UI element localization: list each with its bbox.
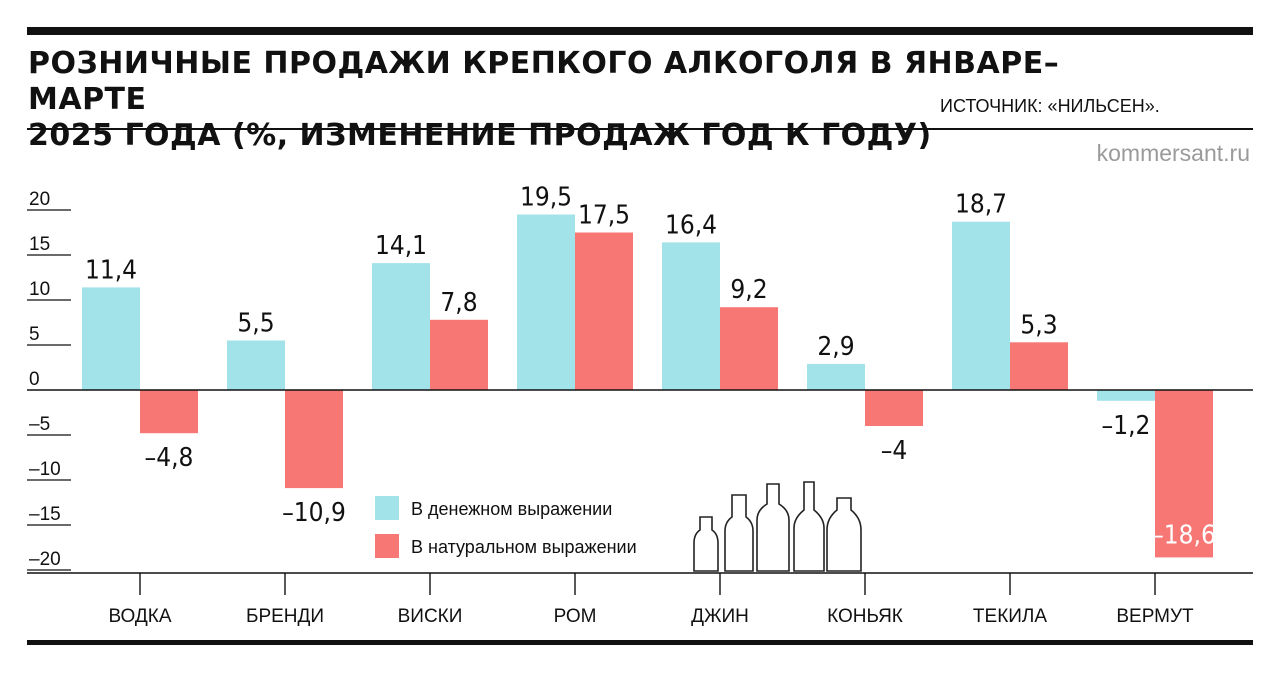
bar-natural [140,390,198,434]
y-tick-label: 5 [29,324,40,345]
data-labels-group: 11,4 –4,8 5,5 –10,9 14,1 7,8 19,517,5 16,4 9,2 2,… [85,183,1216,551]
data-label: –1,2 [1102,411,1151,441]
data-label: 19,5 [520,183,572,213]
bar-money [517,214,575,390]
bottle-icon-2 [724,494,754,572]
data-label: 9,2 [730,275,767,305]
legend-swatch-natural [375,534,399,558]
data-label: 11,4 [85,255,137,285]
y-tick-label: 0 [29,369,40,390]
bar-natural [430,319,488,390]
data-label: 5,3 [1020,310,1057,340]
data-label: 2,9 [817,332,854,362]
data-label: 5,5 [237,309,274,339]
x-category-label: ДЖИН [691,606,749,627]
top-rule [27,27,1253,35]
bottle-icon-5 [826,497,862,572]
y-axis: 20 15 10 5 0 –5 –10 –15 –20 [27,189,71,571]
y-tick-label: 20 [29,189,50,210]
bottles-illustration [693,481,862,572]
y-tick-label: –20 [29,549,61,570]
y-tick-label: 10 [29,279,50,300]
y-tick-label: –10 [29,459,61,480]
bar-money [227,340,285,390]
data-label: –18,6 [1152,520,1216,550]
legend-label-natural: В натуральном выражении [411,537,637,557]
bar-natural [1155,390,1213,558]
bar-money [1097,390,1155,401]
bar-money [952,221,1010,390]
site-credit: kommersant.ru [1096,140,1250,166]
y-tick-label: 15 [29,234,50,255]
y-tick-label: –5 [29,414,50,435]
bar-money [372,263,430,390]
legend-swatch-money [375,496,399,520]
y-tick-label: –15 [29,504,61,525]
bottle-icon-3 [756,483,790,572]
data-label: –4,8 [145,443,194,473]
x-category-label: ВОДКА [108,606,171,627]
data-label: 14,1 [375,231,427,261]
data-label: –10,9 [282,498,346,528]
x-category-label: ВЕРМУТ [1116,606,1194,627]
source-note: ИСТОЧНИК: «НИЛЬСЕН». [940,96,1160,116]
data-label: –4 [881,436,908,466]
bar-natural [285,390,343,489]
bottle-icon-4 [793,481,825,572]
bar-natural [865,390,923,426]
bottle-icon-1 [693,516,719,572]
bar-money [662,242,720,390]
chart-title: РОЗНИЧНЫЕ ПРОДАЖИ КРЕПКОГО АЛКОГОЛЯ В ЯН… [28,46,1060,153]
bar-natural [575,232,633,390]
title-rule [27,128,1253,130]
x-category-label: РОМ [554,606,597,627]
bar-money [82,287,140,390]
data-label: 17,5 [578,201,630,231]
bar-natural [720,307,778,390]
legend-label-money: В денежном выражении [411,499,612,519]
bottom-rule [27,640,1253,645]
bars-group [82,214,1213,558]
legend: В денежном выражении В натуральном выраж… [375,496,637,558]
x-category-label: ВИСКИ [398,606,463,627]
data-label: 18,7 [955,190,1007,220]
x-category-label: БРЕНДИ [246,606,324,627]
data-label: 7,8 [440,288,477,318]
bar-natural [1010,342,1068,390]
bar-money [807,363,865,390]
x-category-label: ТЕКИЛА [973,606,1047,627]
x-axis: ВОДКА БРЕНДИ ВИСКИ РОМ ДЖИН КОНЬЯК ТЕКИЛА ВЕРМУ… [27,389,1253,627]
data-label: 16,4 [665,210,717,240]
x-category-label: КОНЬЯК [827,606,903,627]
